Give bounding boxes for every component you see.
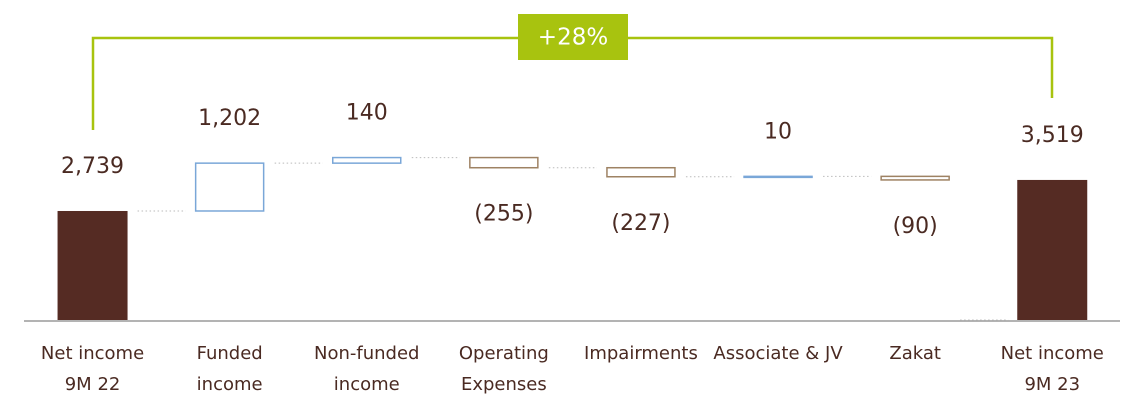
increase-bar	[194, 162, 265, 212]
annotation-box	[518, 14, 628, 60]
decrease-bar	[469, 156, 539, 169]
annotation: +28%	[538, 25, 608, 51]
value-label: 2,739	[61, 154, 124, 179]
category-label: Zakat	[889, 343, 941, 364]
decrease-bar	[606, 166, 676, 178]
increase-bar	[743, 175, 813, 179]
category-label: Associate & JV	[713, 343, 843, 364]
total-bar	[57, 210, 128, 320]
value-label: (227)	[611, 211, 670, 236]
value-label: (255)	[474, 202, 533, 227]
total-bar	[1017, 179, 1088, 320]
category-label: Net income 9M 22	[40, 343, 145, 395]
value-label: (90)	[893, 214, 938, 239]
category-label: Net income 9M 23	[1000, 343, 1104, 395]
category-label: Funded income	[196, 343, 263, 395]
category-label: Operating Expenses	[458, 343, 549, 395]
value-label: 3,519	[1021, 123, 1084, 148]
increase-bar	[332, 156, 402, 164]
category-label: Non-funded income	[314, 343, 420, 395]
decrease-bar	[880, 175, 950, 181]
category-label: Impairments	[584, 343, 698, 364]
value-label: 140	[346, 101, 388, 126]
value-label: 10	[764, 119, 792, 144]
value-label: 1,202	[198, 106, 261, 131]
